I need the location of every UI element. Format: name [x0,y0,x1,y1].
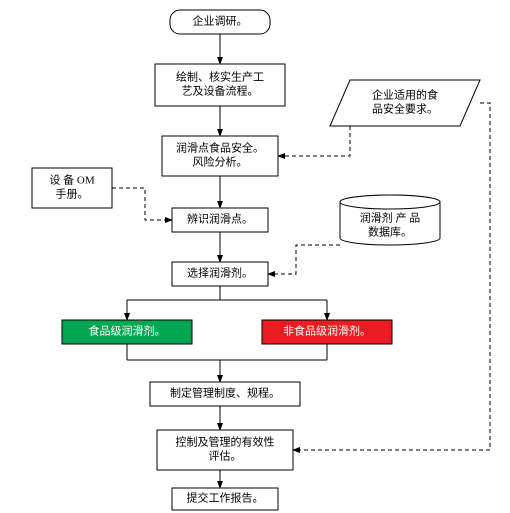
node-label: 提交工作报告。 [187,491,264,505]
node-label: 食品级润滑剂。 [89,324,166,338]
node-label-2: 艺及设备流程。 [182,84,259,98]
node-red: 非食品级润滑剂。 [262,320,392,344]
node-om: 设 备 OM手册。 [32,168,112,208]
edge-17 [293,103,490,450]
node-para: 企业适用的食品安全要求。 [330,80,480,126]
node-label-1: 润滑点食品安全。 [176,141,264,155]
node-n1: 企业调研。 [170,10,270,34]
node-label-2: 数据库。 [368,225,412,239]
node-label-1: 企业适用的食 [372,88,438,102]
node-n4: 辨识润滑点。 [172,208,268,232]
node-label-2: 评估。 [209,450,242,463]
node-label-2: 风险分析。 [193,155,248,169]
node-label-2: 品安全要求。 [372,102,438,116]
node-green: 食品级润滑剂。 [62,320,192,344]
node-label-1: 绘制、核实生产工 [176,70,264,84]
edge-14 [278,126,350,156]
node-label: 选择润滑剂。 [187,266,253,280]
node-db: 润滑剂 产 品数据库。 [340,195,440,245]
node-label: 非食品级润滑剂。 [283,324,371,338]
node-label: 制定管理制度、规程。 [170,386,280,400]
node-label-2: 手册。 [56,187,89,201]
node-n2: 绘制、核实生产工艺及设备流程。 [155,64,285,106]
edge-15 [112,188,172,220]
node-n8: 提交工作报告。 [172,488,278,510]
node-n7: 控制及管理的有效性评估。 [157,430,293,470]
node-label-1: 设 备 OM [49,173,94,187]
node-n5: 选择润滑剂。 [172,262,268,286]
node-n6: 制定管理制度、规程。 [150,382,300,406]
node-n3: 润滑点食品安全。风险分析。 [162,136,278,176]
node-label-1: 控制及管理的有效性 [176,435,275,449]
node-label: 企业调研。 [193,14,248,28]
node-label: 辨识润滑点。 [187,212,253,226]
node-label-1: 润滑剂 产 品 [360,211,421,225]
edge-16 [268,245,340,274]
